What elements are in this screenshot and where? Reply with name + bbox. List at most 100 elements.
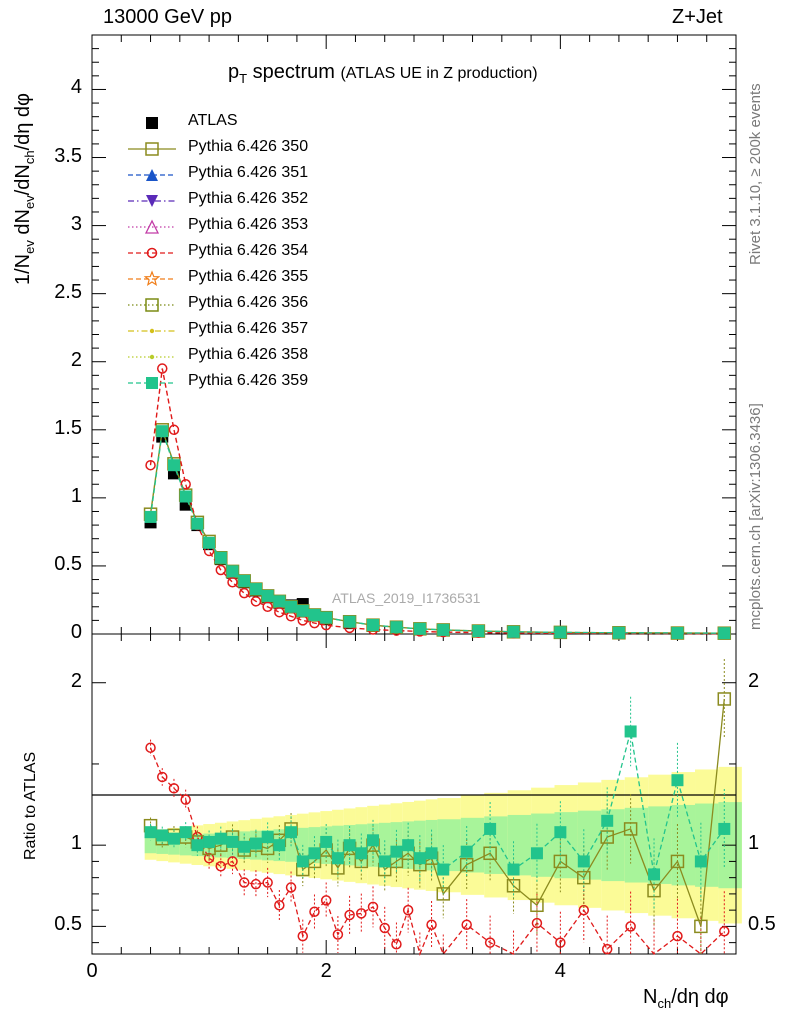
ratio-y-tick-label-right: 2 [748, 669, 760, 692]
x-axis-label: Nch/dη dφ [643, 986, 729, 1011]
ratio-data-point [356, 908, 367, 919]
ratio-data-point [250, 878, 262, 890]
ratio-data-point [577, 855, 590, 868]
ratio-data-point [355, 847, 368, 860]
ratio-data-point [719, 926, 730, 937]
analysis-watermark: ATLAS_2019_I1736531 [332, 590, 481, 606]
ratio-data-point [553, 854, 568, 869]
ratio-data-point [648, 868, 661, 881]
ratio-data-point [530, 847, 543, 860]
ratio-data-point [238, 877, 250, 888]
main-data-point [296, 604, 309, 617]
ratio-data-point [484, 822, 497, 835]
ratio-data-point [227, 856, 238, 867]
y-tick-label: 1 [70, 484, 82, 507]
main-data-point [320, 611, 333, 624]
ratio-data-point [274, 900, 285, 911]
ratio-data-point [308, 847, 321, 860]
ratio-y-tick-label: 1 [70, 832, 82, 855]
y-tick-label: 0.5 [54, 552, 82, 575]
ratio-data-point [378, 855, 391, 868]
green-band [179, 834, 192, 856]
main-data-point [671, 627, 684, 640]
ratio-data-point [145, 742, 156, 753]
ratio-data-point [531, 917, 543, 929]
main-data-point [285, 600, 298, 613]
main-data-point [472, 625, 485, 638]
ratio-data-point [647, 883, 661, 898]
ratio-data-point [554, 826, 567, 839]
main-data-point [367, 619, 380, 632]
legend-label: Pythia 6.426 354 [188, 242, 309, 259]
ratio-data-point [426, 919, 437, 931]
main-data-point [145, 459, 156, 471]
ratio-data-point [320, 835, 333, 848]
ratio-data-point [601, 943, 613, 955]
ratio-data-point [506, 879, 521, 893]
main-data-point [308, 608, 321, 621]
main-data-point [191, 517, 204, 530]
main-data-point [215, 564, 227, 576]
main-data-point [261, 589, 274, 602]
legend-marker [146, 377, 158, 389]
legend-marker [144, 219, 160, 234]
y-tick-label: 4 [70, 76, 82, 99]
green-band [425, 819, 438, 871]
green-band [577, 810, 602, 880]
ratio-data-point [694, 855, 707, 868]
green-band [507, 814, 532, 876]
ratio-data-point [285, 882, 297, 893]
green-band [531, 813, 555, 877]
ratio-y-tick-label: 2 [70, 669, 82, 692]
main-data-point [168, 424, 180, 436]
ratio-data-point [413, 852, 426, 865]
ratio-data-point [625, 921, 636, 932]
ratio-data-point [215, 861, 227, 872]
ratio-data-point [343, 839, 356, 852]
ratio-data-point [157, 771, 168, 783]
legend-label: Pythia 6.426 350 [188, 138, 309, 155]
main-series-line [149, 368, 725, 635]
ratio-data-point [623, 822, 638, 836]
green-band [168, 835, 180, 855]
ratio-data-point [296, 855, 309, 868]
ratio-y-tick-label: 0.5 [54, 913, 82, 936]
ratio-data-point [226, 835, 239, 848]
ratio-data-point [297, 930, 309, 942]
green-band [261, 829, 274, 861]
main-data-point [273, 595, 286, 608]
header-process-label: Z+Jet [672, 6, 723, 28]
main-data-point [390, 621, 403, 634]
main-data-point [179, 490, 192, 503]
ratio-data-point [391, 939, 402, 950]
legend-marker [143, 270, 161, 287]
main-data-point [250, 596, 262, 607]
green-band [554, 812, 578, 879]
main-data-point [238, 587, 250, 599]
main-data-point [249, 583, 262, 596]
main-data-point [507, 625, 520, 638]
mcplots-source-label: mcplots.cern.ch [arXiv:1306.3436] [747, 403, 764, 630]
x-tick-label: 0 [86, 960, 98, 982]
ratio-data-point [344, 909, 355, 921]
legend-marker [145, 298, 159, 312]
x-tick-label: 2 [320, 960, 332, 982]
ratio-data-point [402, 839, 415, 852]
green-band [437, 819, 461, 872]
ratio-data-point [273, 839, 286, 852]
y-tick-label: 1.5 [54, 416, 82, 439]
ratio-data-point [670, 854, 685, 869]
main-data-point [262, 601, 273, 613]
legend-label: Pythia 6.426 355 [188, 268, 309, 285]
y-tick-label: 3 [70, 212, 82, 235]
ratio-data-point [601, 814, 614, 827]
rivet-version-label: Rivet 3.1.10, ≥ 200k events [747, 83, 764, 265]
ratio-data-point [309, 906, 320, 918]
ratio-data-point [156, 829, 169, 842]
ratio-y-tick-label-right: 0.5 [748, 913, 776, 936]
green-band [671, 804, 696, 886]
green-band [414, 820, 426, 870]
header-beam-label: 13000 GeV pp [103, 6, 232, 28]
main-data-point [612, 626, 625, 639]
main-data-point [144, 510, 157, 523]
